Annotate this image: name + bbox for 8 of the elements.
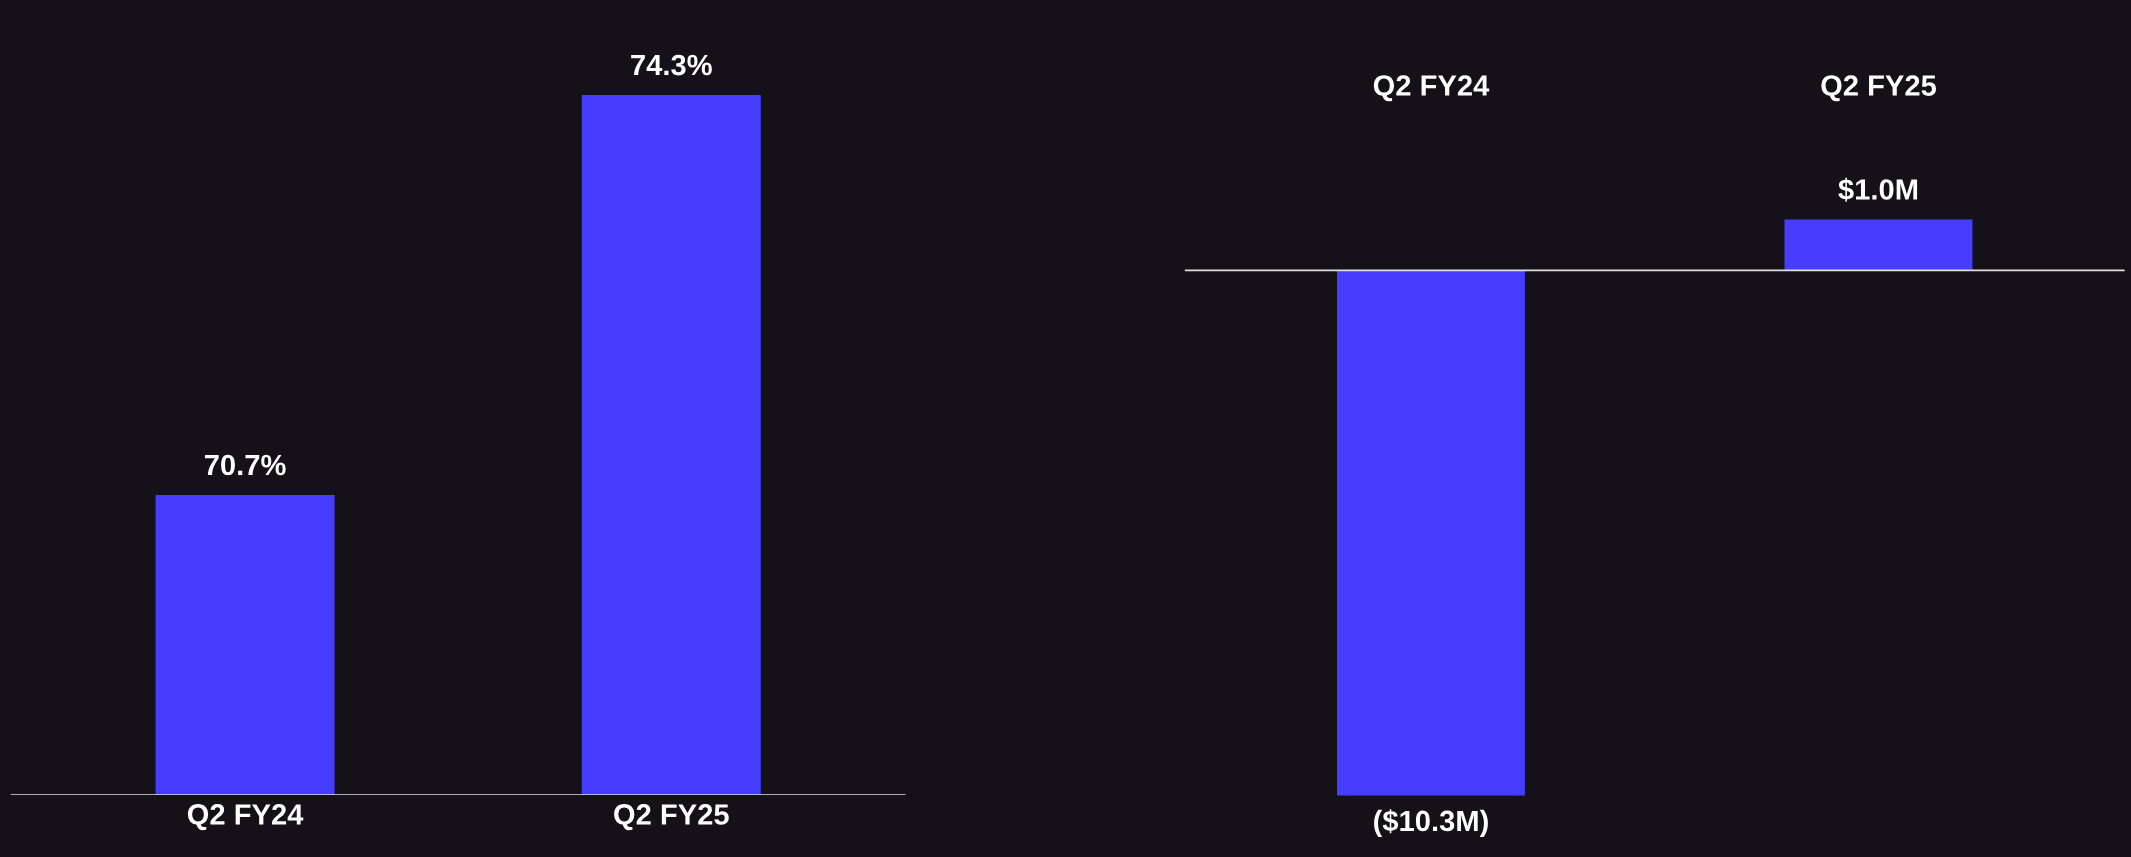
data-label: $1.0M xyxy=(1838,177,1918,202)
x-tick-label: Q2 FY25 xyxy=(614,804,729,831)
x-tick-label: Q2 FY24 xyxy=(187,804,304,831)
x-tick-label: Q2 FY24 xyxy=(1373,75,1490,102)
data-label: 74.3% xyxy=(631,54,712,76)
x-tick-label: Q2 FY25 xyxy=(1821,75,1937,102)
data-label: 70.7% xyxy=(204,454,286,476)
data-label: ($10.3M) xyxy=(1374,809,1488,838)
